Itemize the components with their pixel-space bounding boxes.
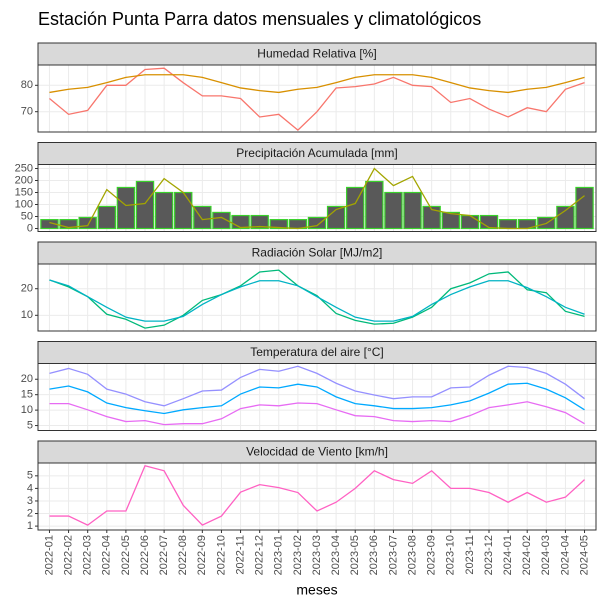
strip-title: Radiación Solar [MJ/m2] bbox=[252, 246, 383, 260]
line bbox=[49, 74, 585, 94]
line bbox=[49, 464, 585, 526]
y-tick-label: 200 bbox=[15, 174, 33, 186]
bar bbox=[174, 191, 193, 230]
x-tick-label: 2024-04 bbox=[559, 535, 571, 575]
bar bbox=[116, 186, 136, 230]
bar bbox=[346, 186, 365, 230]
x-tick-label: 2023-11 bbox=[464, 535, 476, 575]
y-tick-label: 3 bbox=[27, 495, 33, 507]
y-tick-label: 5 bbox=[27, 419, 33, 431]
bar bbox=[441, 211, 460, 230]
x-tick-label: 2022-10 bbox=[215, 535, 227, 575]
bar bbox=[250, 214, 269, 230]
line bbox=[49, 67, 585, 132]
y-tick-label: 70 bbox=[21, 106, 33, 118]
bar bbox=[307, 216, 327, 230]
x-tick-label: 2022-03 bbox=[82, 535, 94, 575]
x-tick-label: 2022-01 bbox=[43, 535, 55, 575]
bar bbox=[154, 191, 174, 230]
bar bbox=[59, 219, 78, 230]
panel-border bbox=[37, 64, 597, 133]
x-tick-label: 2023-04 bbox=[330, 535, 342, 575]
y-tick-label: 250 bbox=[15, 162, 33, 174]
y-tick-label: 20 bbox=[21, 373, 33, 385]
bar bbox=[460, 214, 480, 230]
x-tick-label: 2024-03 bbox=[540, 535, 552, 575]
bar bbox=[40, 219, 59, 230]
y-tick-label: 10 bbox=[21, 404, 33, 416]
x-tick-label: 2023-07 bbox=[387, 535, 399, 575]
panel-border bbox=[37, 363, 597, 431]
x-tick-label: 2024-05 bbox=[578, 535, 590, 575]
y-tick-label: 2 bbox=[27, 507, 33, 519]
y-tick-label: 4 bbox=[27, 482, 33, 494]
x-tick-label: 2023-05 bbox=[349, 535, 361, 575]
line bbox=[49, 365, 585, 407]
x-tick-label: 2022-12 bbox=[254, 535, 266, 575]
strip-title: Precipitación Acumulada [mm] bbox=[236, 146, 397, 160]
x-tick-label: 2022-06 bbox=[139, 535, 151, 575]
bar bbox=[422, 205, 441, 230]
bar bbox=[269, 219, 288, 230]
x-tick-label: 2022-05 bbox=[120, 535, 132, 575]
x-tick-label: 2023-03 bbox=[311, 535, 323, 575]
line bbox=[49, 382, 585, 415]
x-tick-label: 2023-01 bbox=[273, 535, 285, 575]
chart-title: Estación Punta Parra datos mensuales y c… bbox=[38, 9, 481, 29]
bar bbox=[193, 205, 212, 230]
y-tick-label: 20 bbox=[21, 283, 33, 295]
x-tick-label: 2023-08 bbox=[406, 535, 418, 575]
line bbox=[49, 167, 585, 230]
bar bbox=[231, 214, 250, 230]
strip-title: Humedad Relativa [%] bbox=[257, 47, 376, 61]
strip-title: Temperatura del aire [°C] bbox=[250, 345, 384, 359]
y-tick-label: 80 bbox=[21, 79, 33, 91]
x-tick-label: 2022-09 bbox=[196, 535, 208, 575]
bar bbox=[78, 216, 97, 230]
bar bbox=[365, 180, 384, 230]
line bbox=[49, 279, 585, 322]
bar bbox=[479, 214, 499, 230]
x-tick-label: 2022-08 bbox=[177, 535, 189, 575]
x-axis-label: meses bbox=[296, 582, 337, 596]
y-tick-label: 5 bbox=[27, 470, 33, 482]
x-tick-label: 2024-02 bbox=[521, 535, 533, 575]
y-tick-label: 15 bbox=[21, 389, 33, 401]
strip-title: Velocidad de Viento [km/h] bbox=[246, 445, 388, 459]
x-tick-label: 2023-12 bbox=[483, 535, 495, 575]
bar bbox=[97, 205, 116, 230]
bar bbox=[135, 180, 155, 230]
bar bbox=[212, 211, 231, 230]
x-tick-label: 2023-10 bbox=[445, 535, 457, 575]
x-tick-label: 2023-02 bbox=[292, 535, 304, 575]
y-tick-label: 1 bbox=[27, 520, 33, 532]
y-tick-label: 150 bbox=[15, 186, 33, 198]
y-tick-label: 100 bbox=[15, 198, 33, 210]
x-tick-label: 2024-01 bbox=[502, 535, 514, 575]
x-tick-label: 2022-11 bbox=[234, 535, 246, 575]
bar bbox=[498, 219, 518, 230]
x-tick-label: 2022-02 bbox=[62, 535, 74, 575]
panel-border bbox=[37, 263, 597, 332]
line bbox=[49, 401, 585, 426]
line bbox=[49, 269, 585, 329]
bar bbox=[575, 186, 594, 230]
y-tick-label: 50 bbox=[21, 210, 33, 222]
x-tick-label: 2022-07 bbox=[158, 535, 170, 575]
x-tick-label: 2023-09 bbox=[426, 535, 438, 575]
bar bbox=[384, 191, 403, 230]
bar bbox=[403, 191, 422, 230]
x-tick-label: 2023-06 bbox=[368, 535, 380, 575]
y-tick-label: 10 bbox=[21, 309, 33, 321]
panel-border bbox=[37, 164, 597, 232]
y-tick-label: 0 bbox=[27, 222, 33, 234]
x-tick-label: 2022-04 bbox=[101, 535, 113, 575]
bar bbox=[556, 205, 575, 230]
